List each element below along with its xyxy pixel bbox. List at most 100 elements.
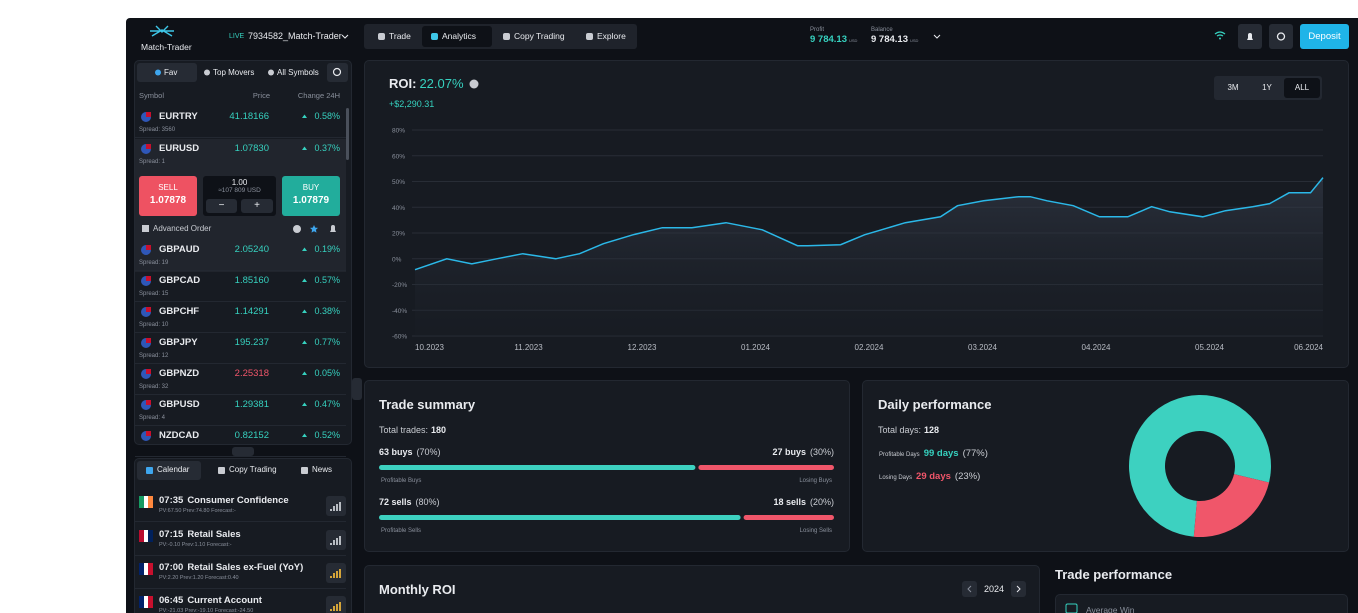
sell-button[interactable] xyxy=(139,176,197,216)
bell-button[interactable] xyxy=(1238,24,1262,49)
symbol[interactable]: GBPAUD xyxy=(159,244,200,255)
price: 1.14291 xyxy=(234,306,269,317)
nav-item[interactable]: Trade xyxy=(389,31,411,41)
collapse-handle[interactable] xyxy=(352,378,362,400)
total-value: 128 xyxy=(924,425,940,435)
price: 41.18166 xyxy=(229,111,269,122)
calendar-tab[interactable]: Calendar xyxy=(157,465,190,474)
event-button[interactable] xyxy=(326,530,346,550)
total-value: 180 xyxy=(431,425,447,435)
count: 18 sells xyxy=(773,497,806,507)
event-time: 07:35 xyxy=(159,495,184,506)
sell-label: SELL xyxy=(158,183,178,192)
next-year[interactable] xyxy=(1011,581,1026,597)
symbol[interactable]: GBPNZD xyxy=(159,368,200,379)
profit: 9 784.13 USD xyxy=(810,35,857,45)
symbol[interactable]: GBPCAD xyxy=(159,275,201,286)
profitable-count: 63 buys (70%) xyxy=(379,448,441,457)
day-count: 29 days xyxy=(916,471,951,482)
pct: (80%) xyxy=(415,497,440,507)
watchlist-tab[interactable]: Top Movers xyxy=(213,68,255,77)
balance-value: 9 784.13 xyxy=(871,34,908,45)
live-badge: LIVE xyxy=(229,33,245,40)
day-pct: (77%) xyxy=(962,448,988,459)
row-divider xyxy=(135,301,346,302)
tab-active xyxy=(137,63,197,82)
range-button[interactable]: ALL xyxy=(1294,83,1310,92)
trade-summary-title: Trade summary xyxy=(379,397,476,412)
price: 2.05240 xyxy=(234,244,269,255)
event-divider xyxy=(135,588,346,589)
user-button[interactable] xyxy=(1269,24,1293,49)
calendar-tab[interactable]: Copy Trading xyxy=(229,465,277,474)
buy-button[interactable] xyxy=(282,176,340,216)
plus-label: + xyxy=(254,200,260,211)
price: 1.85160 xyxy=(234,275,269,286)
event-title: Consumer Confidence xyxy=(187,495,289,506)
symbol[interactable]: NZDCAD xyxy=(159,430,200,441)
bar-caption: Losing Buys xyxy=(799,478,832,484)
row-divider xyxy=(135,270,346,271)
event-details: PV:-0.10 Prev:1.10 Forecast:- xyxy=(159,542,232,548)
losing-count: 18 sells (20%) xyxy=(773,498,834,507)
balance: 9 784.13 USD xyxy=(871,35,918,45)
account-name[interactable]: 7934582_Match-Trader xyxy=(248,31,342,41)
change: 0.37% xyxy=(314,143,340,153)
symbol[interactable]: GBPCHF xyxy=(159,306,200,317)
event-button[interactable] xyxy=(326,563,346,583)
prev-year[interactable] xyxy=(962,581,977,597)
minus-button[interactable] xyxy=(206,199,237,213)
row-divider xyxy=(135,363,346,364)
symbol[interactable]: EURTRY xyxy=(159,111,198,122)
buy-price: 1.07879 xyxy=(292,195,330,206)
watchlist-tab[interactable]: Fav xyxy=(164,68,178,77)
range-button[interactable]: 1Y xyxy=(1262,83,1272,92)
range-button[interactable]: 3M xyxy=(1227,83,1239,92)
column-header: Symbol xyxy=(139,91,165,100)
symbol[interactable]: GBPJPY xyxy=(159,337,198,348)
total-label: Total trades: xyxy=(379,425,429,435)
plus-button[interactable] xyxy=(241,199,273,213)
bar-caption: Profitable Sells xyxy=(381,528,422,534)
range-active xyxy=(1284,78,1320,98)
profit-label: Profit xyxy=(810,27,825,33)
event-headline: 06:45 Current Account xyxy=(159,596,262,606)
daily-title: Daily performance xyxy=(878,397,992,412)
tab-active xyxy=(137,461,201,480)
deposit-button[interactable] xyxy=(1300,24,1349,49)
event-details: PV:-21.03 Prev:-19.10 Forecast:-24.50 xyxy=(159,608,254,613)
spread: Spread: 3560 xyxy=(139,127,176,133)
scroll-pill xyxy=(232,447,254,456)
event-title: Retail Sales xyxy=(187,529,241,540)
advanced-order[interactable]: Advanced Order xyxy=(153,224,212,233)
roi-heading: ROI: 22.07% xyxy=(389,77,464,90)
search-button[interactable] xyxy=(327,63,348,82)
day-stat: Profitable Days 99 days (77%) xyxy=(879,449,988,459)
bar-caption: Profitable Buys xyxy=(381,478,422,484)
scrollbar xyxy=(346,108,349,160)
symbol[interactable]: EURUSD xyxy=(159,143,200,154)
event-button[interactable] xyxy=(326,496,346,516)
price: 2.25318 xyxy=(234,368,269,379)
watchlist-tab[interactable]: All Symbols xyxy=(277,68,319,77)
symbol[interactable]: GBPUSD xyxy=(159,399,200,410)
day-stat: Losing Days 29 days (23%) xyxy=(879,472,980,482)
calendar-tab[interactable]: News xyxy=(312,465,333,474)
spread: Spread: 19 xyxy=(139,260,169,266)
day-pct: (23%) xyxy=(954,471,981,482)
nav-item[interactable]: Copy Trading xyxy=(514,31,565,41)
nav-item[interactable]: Explore xyxy=(597,31,626,41)
spread: Spread: 32 xyxy=(139,384,169,390)
logo-text: Match-Trader xyxy=(141,42,192,52)
nav-item[interactable]: Analytics xyxy=(442,31,477,41)
spread: Spread: 10 xyxy=(139,322,169,328)
pct: (70%) xyxy=(416,447,441,457)
average-win: Average Win xyxy=(1086,605,1135,613)
event-button[interactable] xyxy=(326,596,346,613)
count: 63 buys xyxy=(379,447,413,457)
profitable-count: 72 sells (80%) xyxy=(379,498,440,507)
change: 0.77% xyxy=(314,337,340,347)
deposit-label[interactable]: Deposit xyxy=(1308,31,1341,42)
monthly-roi-title: Monthly ROI xyxy=(379,582,456,597)
event-time: 06:45 xyxy=(159,595,184,606)
